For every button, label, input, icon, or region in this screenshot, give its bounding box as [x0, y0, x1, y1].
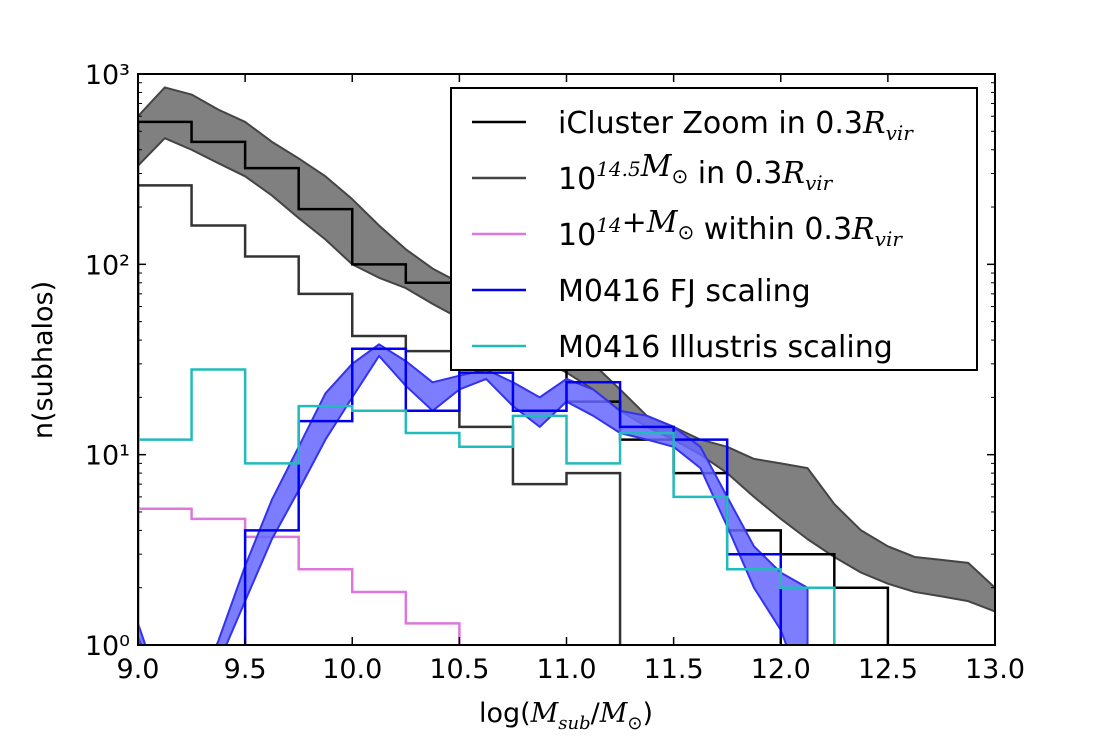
x-tick-label: 11.5 [644, 654, 704, 685]
series-step-6 [138, 368, 836, 645]
x-tick-label: 13.0 [965, 654, 1025, 685]
x-tick-label: 11.0 [536, 654, 596, 685]
axis-ticks: 9.0 9.5 10.0 10.5 11.0 11.5 12.0 12.5 13.0 10⁰ 10¹… [85, 60, 1025, 685]
y-tick-label: 10⁰ [85, 631, 130, 662]
series-step-5 [243, 347, 782, 645]
x-tick-label: 12.5 [858, 654, 918, 685]
legend-box [450, 87, 978, 371]
series-step-3 [138, 507, 461, 645]
x-tick-label: 9.5 [224, 654, 267, 685]
x-tick-label: 9.0 [117, 654, 160, 685]
series-band-4 [138, 343, 809, 645]
y-tick-label: 10² [85, 250, 130, 281]
legend-label: 1014+M⊙ within 0.3Rvir [558, 205, 903, 253]
y-tick-label: 10¹ [85, 441, 130, 472]
x-axis-label: log(Msub/M⊙) [479, 698, 653, 734]
legend-label: iCluster Zoom in 0.3Rvir [558, 106, 914, 145]
legend-label: M0416 FJ scaling [558, 274, 811, 309]
legend-label: M0416 Illustris scaling [558, 330, 893, 365]
y-axis-label: n(subhalos) [28, 281, 59, 439]
legend: iCluster Zoom in 0.3Rvir 1014.5M⊙ in 0.3R… [450, 87, 978, 371]
y-tick-label: 10³ [85, 60, 130, 91]
x-tick-label: 10.5 [429, 654, 489, 685]
legend-label: 1014.5M⊙ in 0.3Rvir [558, 149, 834, 197]
x-tick-label: 12.0 [751, 654, 811, 685]
series-step-2 [138, 184, 622, 645]
x-tick-label: 10.0 [322, 654, 382, 685]
